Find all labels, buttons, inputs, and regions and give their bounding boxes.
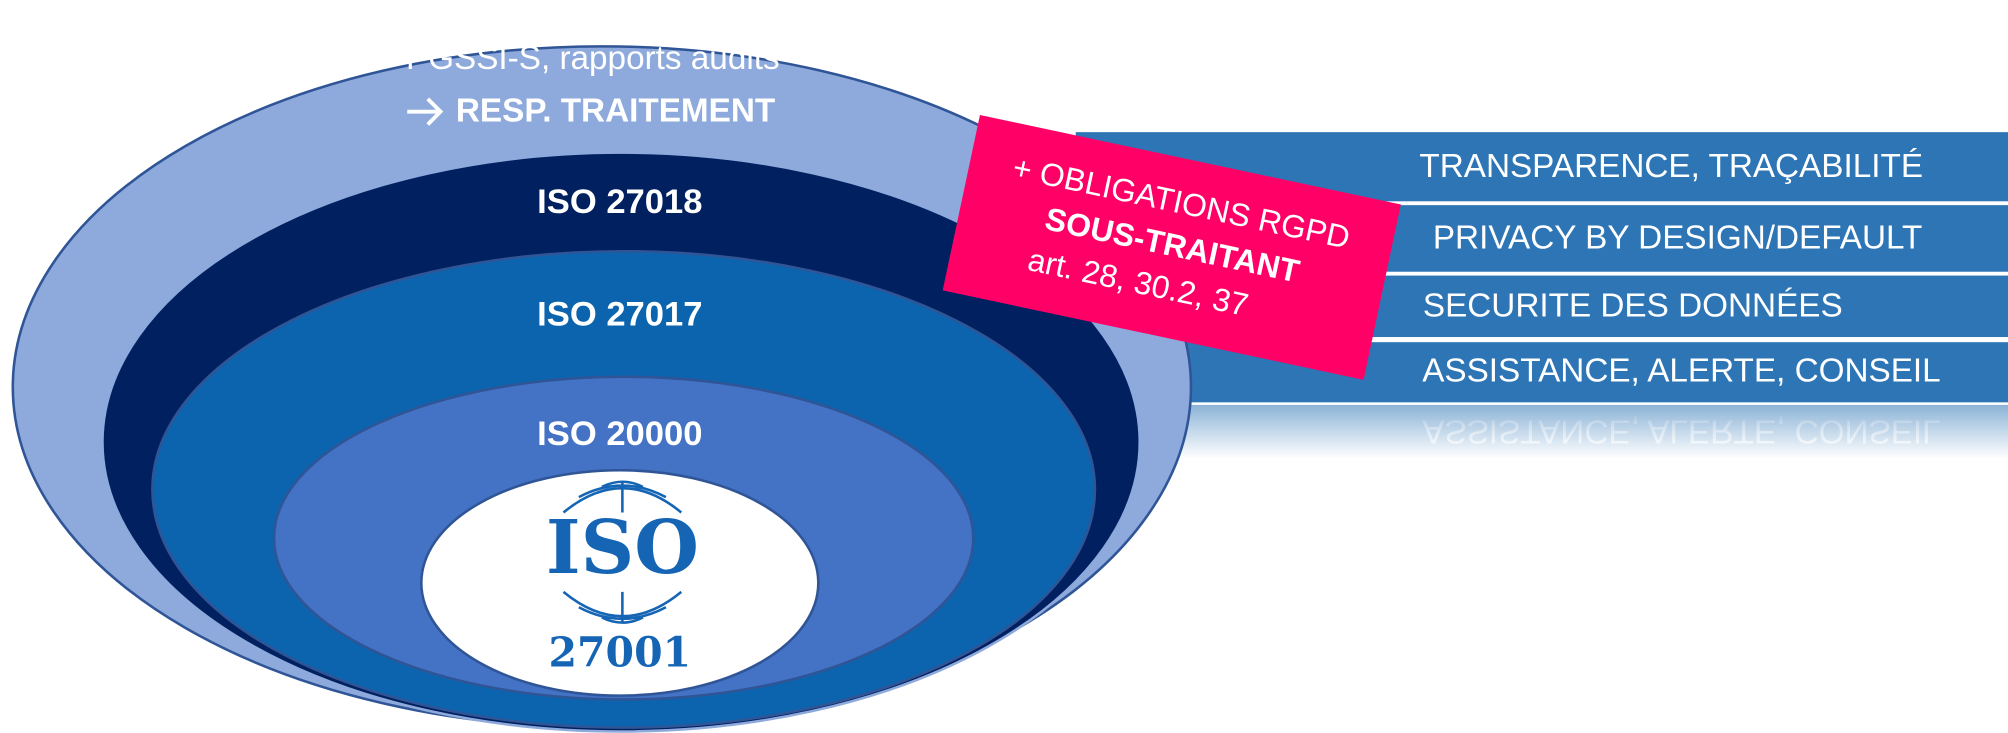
iso-logo: ISO	[546, 503, 699, 591]
callout-box	[942, 114, 1401, 380]
row-label: TRANSPARENCE, TRAÇABILITÉ	[1419, 148, 1923, 185]
ring-label: ISO 27017	[537, 296, 702, 334]
iso-number: 27001	[549, 628, 692, 676]
ring-label: ISO 27018	[537, 183, 702, 221]
row-label: PRIVACY BY DESIGN/DEFAULT	[1433, 220, 1923, 257]
row-label: SECURITE DES DONNÉES	[1423, 287, 1843, 324]
row-label-reflection: ASSISTANCE, ALERTE, CONSEIL	[1422, 412, 1940, 449]
core-27001	[420, 468, 820, 697]
outer-text: RESP. TRAITEMENT	[456, 93, 775, 130]
ring-label: ISO 20000	[537, 415, 702, 453]
globe-icon	[562, 480, 683, 624]
row-bar	[1075, 342, 2008, 403]
outer-text: PGSSI-S, rapports audits	[406, 40, 780, 77]
row-label: ASSISTANCE, ALERTE, CONSEIL	[1422, 353, 1940, 390]
rows: TRANSPARENCE, TRAÇABILITÉ PRIVACY BY DES…	[1075, 132, 2008, 459]
arrow	[407, 97, 444, 126]
row-reflection	[1075, 404, 2008, 459]
